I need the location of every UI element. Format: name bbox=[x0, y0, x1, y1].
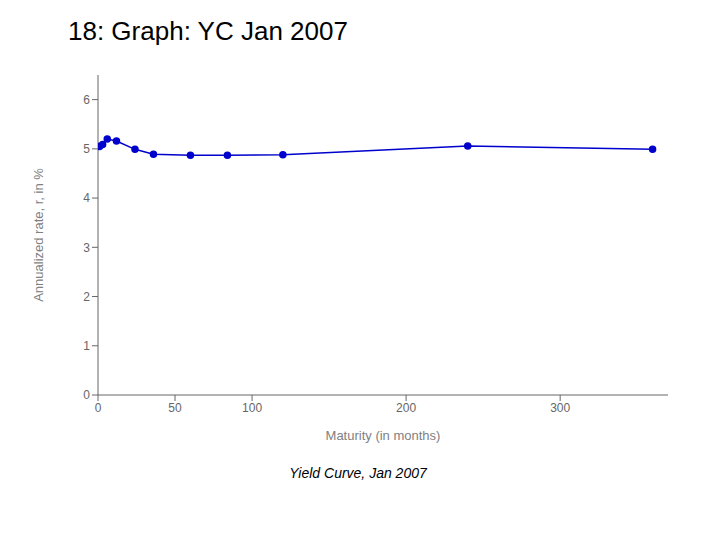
svg-text:1: 1 bbox=[83, 339, 90, 353]
svg-text:3: 3 bbox=[83, 241, 90, 255]
html-text:18: Graph: YC Jan 2007: 18: Graph: YC Jan 2007 bbox=[68, 16, 348, 46]
svg-text:Annualized rate, r, in %: Annualized rate, r, in % bbox=[31, 168, 46, 302]
svg-text:5: 5 bbox=[83, 142, 90, 156]
svg-text:6: 6 bbox=[83, 93, 90, 107]
svg-text:2: 2 bbox=[83, 290, 90, 304]
svg-text:50: 50 bbox=[168, 401, 182, 415]
svg-text:0: 0 bbox=[83, 388, 90, 402]
html-text:Yield Curve, Jan 2007: Yield Curve, Jan 2007 bbox=[289, 465, 427, 481]
svg-text:300: 300 bbox=[550, 401, 570, 415]
svg-text:Maturity (in months): Maturity (in months) bbox=[326, 428, 441, 443]
svg-text:200: 200 bbox=[396, 401, 416, 415]
svg-text:100: 100 bbox=[242, 401, 262, 415]
svg-text:0: 0 bbox=[95, 401, 102, 415]
svg-text:4: 4 bbox=[83, 191, 90, 205]
